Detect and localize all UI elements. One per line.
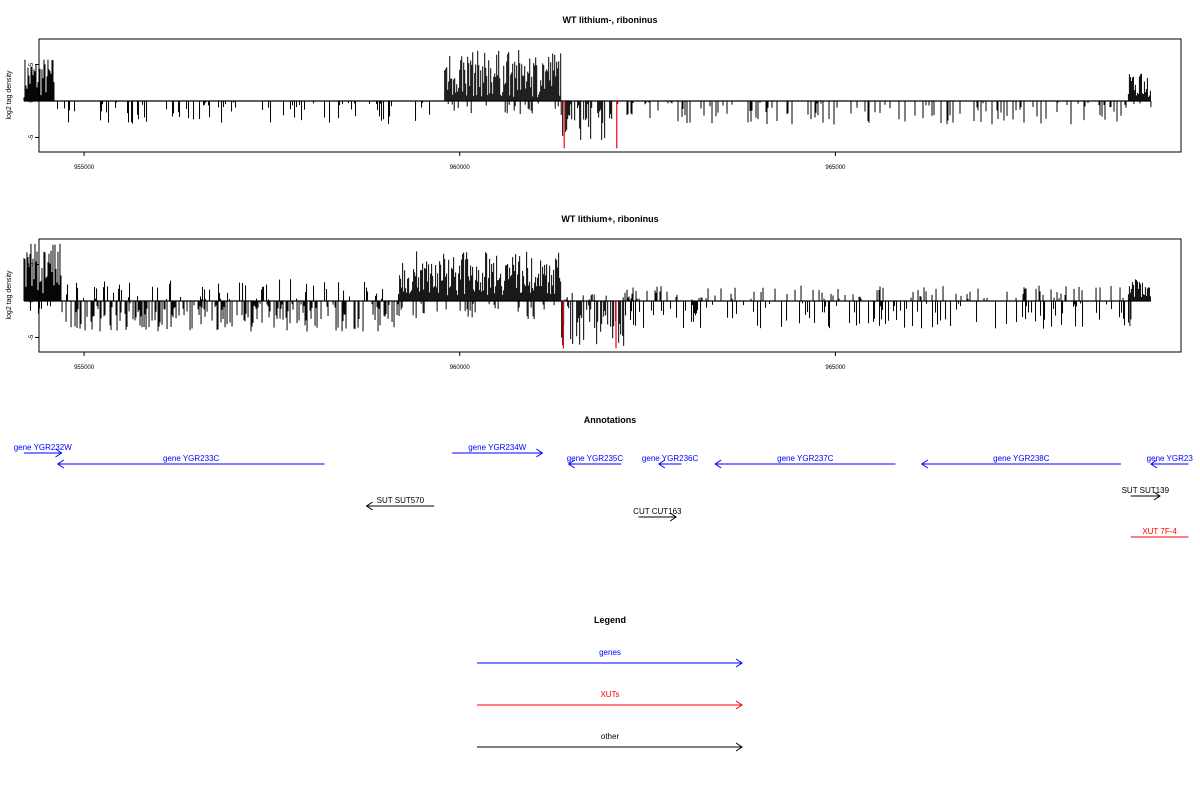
legend-arrowhead (735, 700, 743, 710)
legend-arrowhead (735, 658, 743, 668)
strand-arrowhead (714, 459, 722, 469)
y-tick-label: 0 (29, 299, 35, 303)
annotation-features: gene YGR232W gene YGR233C gene YGR234W gene… (14, 443, 1194, 538)
annotation-feature: gene YGR237C (714, 454, 896, 469)
x-axis: 955000 960000 965000 (74, 152, 846, 171)
strand-arrowhead (55, 448, 63, 458)
signal-bars (23, 50, 1152, 140)
feature-label: gene YGR235C (567, 454, 624, 463)
legend: Legend genes XUTs other (477, 615, 743, 752)
feature-label: gene YGR233C (163, 454, 220, 463)
x-tick-label: 955000 (74, 365, 95, 371)
feature-label: CUT CUT163 (633, 507, 682, 516)
track-panel-lithium-minus: WT lithium-, riboninus log2 tag density … (6, 15, 1182, 171)
y-tick-label: -5 (29, 134, 35, 140)
feature-label: SUT SUT139 (1122, 486, 1170, 495)
feature-label: gene YGR23 (1147, 454, 1194, 463)
track-panel-lithium-plus: WT lithium+, riboninus log2 tag density … (6, 214, 1182, 371)
strand-arrowhead (920, 459, 929, 469)
panel-title: WT lithium+, riboninus (561, 214, 658, 224)
feature-label: gene YGR232W (14, 443, 73, 452)
annotation-feature: gene YGR235C (567, 454, 624, 469)
annotation-feature: SUT SUT570 (365, 496, 435, 511)
y-axis: -5 0 5 (29, 262, 39, 340)
annotations-title: Annotations (584, 415, 637, 425)
y-axis-label: log2 tag density (6, 270, 13, 320)
feature-label: gene YGR238C (993, 454, 1050, 463)
strand-arrowhead (669, 512, 678, 522)
strand-arrowhead (56, 459, 65, 469)
annotation-feature: gene YGR234W (452, 443, 544, 458)
feature-label: gene YGR236C (642, 454, 699, 463)
highlight-bars (563, 100, 618, 149)
y-tick-label: -5 (29, 334, 35, 340)
strand-arrowhead (365, 501, 373, 511)
signal-bars (23, 243, 1151, 346)
feature-label: SUT SUT570 (377, 496, 425, 505)
strand-arrowhead (657, 459, 666, 469)
strand-arrowhead (1150, 459, 1158, 469)
legend-label: other (601, 732, 620, 741)
y-axis: -5 0 5 (29, 62, 39, 140)
annotation-feature: gene YGR232W (14, 443, 73, 458)
legend-title: Legend (594, 615, 626, 625)
y-tick-label: 5 (29, 262, 35, 266)
highlight-bars (562, 300, 617, 349)
y-tick-label: 0 (29, 99, 35, 103)
legend-label: XUTs (600, 690, 619, 699)
feature-label: gene YGR237C (777, 454, 834, 463)
annotation-feature: gene YGR233C (56, 454, 325, 469)
legend-entry: genes (477, 648, 743, 668)
strand-arrowhead (536, 448, 544, 458)
x-tick-label: 965000 (825, 365, 846, 371)
annotation-feature: XUT 7F-4 (1130, 527, 1189, 538)
x-axis: 955000 960000 965000 (74, 352, 846, 371)
annotation-feature: CUT CUT163 (633, 507, 682, 522)
annotation-feature: gene YGR23 (1147, 454, 1194, 469)
annotation-feature: gene YGR236C (642, 454, 699, 469)
y-tick-label: 5 (29, 62, 35, 66)
legend-entry: other (477, 732, 743, 752)
legend-entries: genes XUTs other (477, 648, 743, 752)
legend-label: genes (599, 648, 621, 657)
x-tick-label: 960000 (450, 165, 471, 171)
x-tick-label: 960000 (450, 365, 471, 371)
panel-title: WT lithium-, riboninus (563, 15, 658, 25)
legend-arrowhead (735, 742, 743, 752)
strand-arrowhead (1153, 491, 1161, 501)
strand-arrowhead (567, 459, 575, 469)
legend-entry: XUTs (477, 690, 743, 710)
y-axis-label: log2 tag density (6, 70, 13, 120)
x-tick-label: 965000 (825, 165, 846, 171)
annotation-feature: gene YGR238C (920, 454, 1121, 469)
feature-label: XUT 7F-4 (1142, 527, 1177, 536)
feature-label: gene YGR234W (468, 443, 527, 452)
x-tick-label: 955000 (74, 165, 95, 171)
annotation-feature: SUT SUT139 (1122, 486, 1170, 501)
